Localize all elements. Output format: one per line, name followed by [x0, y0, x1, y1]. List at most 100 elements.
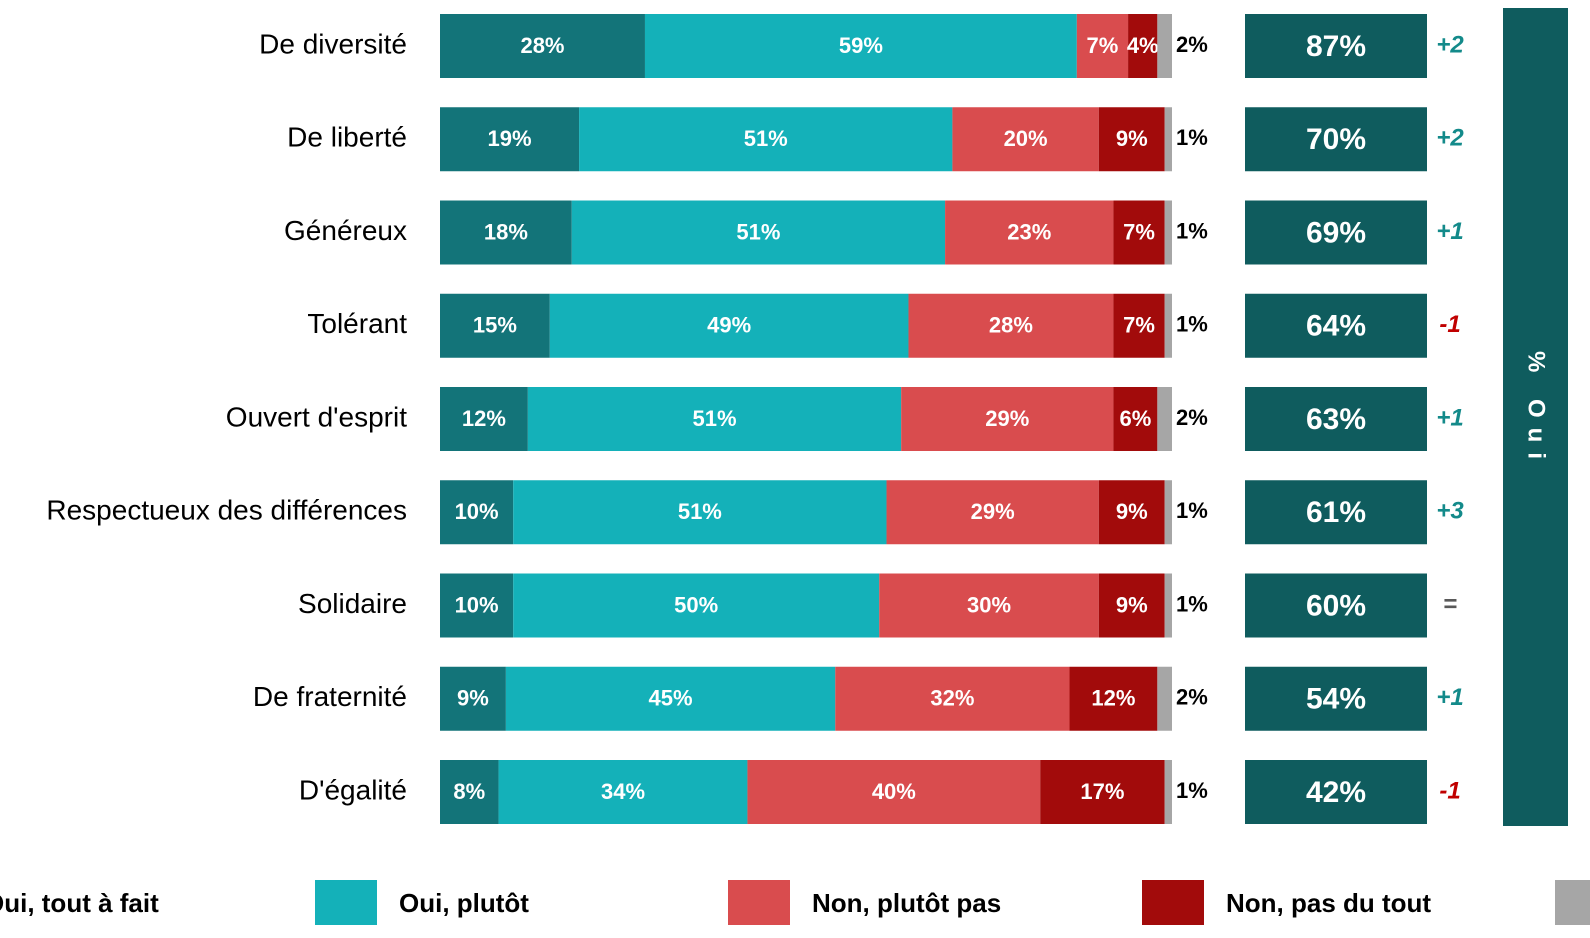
bar-segment: [1113, 200, 1165, 265]
total-label: 69%: [1306, 216, 1366, 249]
value-label: 49%: [707, 313, 751, 338]
side-panel: [1503, 8, 1568, 826]
value-label: 1%: [1176, 125, 1208, 150]
change-label: +3: [1436, 498, 1464, 525]
category-label: Solidaire: [298, 588, 407, 619]
total-box: [1245, 387, 1427, 451]
value-label: 28%: [520, 33, 564, 58]
bar-segment: [1113, 387, 1158, 451]
change-label: +2: [1436, 125, 1464, 152]
bar-segment: [440, 573, 514, 638]
bar-segment: [1157, 666, 1172, 731]
bar-segment: [505, 666, 836, 731]
value-label: 15%: [473, 313, 517, 338]
value-label: 7%: [1123, 313, 1155, 338]
value-label: 40%: [872, 779, 916, 804]
bar-segment: [498, 760, 748, 824]
bar-segment: [879, 573, 1099, 638]
bar-segment: [1069, 666, 1158, 731]
bar-segment: [1098, 107, 1165, 172]
category-label: Ouvert d'esprit: [226, 401, 407, 432]
value-label: 30%: [967, 592, 1011, 617]
value-label: 9%: [457, 686, 489, 711]
bar-segment: [1164, 573, 1172, 638]
value-label: 9%: [1116, 499, 1148, 524]
bar-segment: [440, 14, 645, 78]
bar-segment: [952, 107, 1099, 172]
value-label: 1%: [1176, 778, 1208, 803]
bar-segment: [1164, 200, 1172, 265]
category-label: De liberté: [287, 122, 407, 153]
value-label: 34%: [601, 779, 645, 804]
change-label: +1: [1436, 684, 1463, 711]
value-label: 28%: [989, 313, 1033, 338]
value-label: 1%: [1176, 498, 1208, 523]
bar-segment: [1164, 760, 1172, 824]
value-label: 2%: [1176, 405, 1208, 430]
category-label: D'égalité: [299, 774, 407, 805]
total-box: [1245, 107, 1427, 172]
value-label: 12%: [462, 406, 506, 431]
bar-segment: [1098, 480, 1165, 545]
bar-segment: [440, 293, 550, 358]
legend-label: Non, plutôt pas: [812, 888, 1001, 918]
value-label: 17%: [1080, 779, 1124, 804]
change-label: =: [1443, 591, 1457, 618]
bar-segment: [1164, 107, 1172, 172]
bar-segment: [1076, 14, 1129, 78]
category-label: De fraternité: [253, 681, 407, 712]
category-label: Respectueux des différences: [46, 495, 407, 526]
total-label: 60%: [1306, 589, 1366, 622]
total-box: [1245, 14, 1427, 78]
legend-label: Non, pas du tout: [1226, 888, 1431, 918]
value-label: 51%: [744, 126, 788, 151]
legend-label: Oui, plutôt: [399, 888, 529, 918]
bar-segment: [1157, 387, 1172, 451]
bar-segment: [1164, 293, 1172, 358]
bar-segment: [747, 760, 1041, 824]
change-label: -1: [1439, 311, 1460, 338]
bar-segment: [1157, 14, 1172, 78]
value-label: 29%: [985, 406, 1029, 431]
total-label: 61%: [1306, 496, 1366, 529]
value-label: 4%: [1127, 33, 1159, 58]
value-label: 29%: [971, 499, 1015, 524]
bar-segment: [513, 573, 880, 638]
category-label: De diversité: [259, 28, 407, 59]
value-label: 2%: [1176, 32, 1208, 57]
total-box: [1245, 760, 1427, 824]
value-label: 19%: [488, 126, 532, 151]
total-label: 42%: [1306, 776, 1366, 809]
change-label: +2: [1436, 31, 1464, 58]
side-panel-title: % Oui: [1523, 351, 1550, 469]
change-label: +1: [1436, 218, 1463, 245]
total-label: 63%: [1306, 403, 1366, 436]
bar-segment: [1113, 293, 1165, 358]
value-label: 59%: [839, 33, 883, 58]
bar-segment: [908, 293, 1114, 358]
value-label: 1%: [1176, 312, 1208, 337]
bar-segment: [644, 14, 1077, 78]
legend-label: Oui, tout à fait: [0, 888, 159, 918]
value-label: 9%: [1116, 126, 1148, 151]
value-label: 6%: [1120, 406, 1152, 431]
bar-segment: [513, 480, 887, 545]
total-label: 70%: [1306, 123, 1366, 156]
bar-segment: [527, 387, 902, 451]
value-label: 7%: [1123, 219, 1155, 244]
legend-swatch: [728, 880, 790, 925]
legend-swatch: [1142, 880, 1204, 925]
total-box: [1245, 293, 1427, 358]
bar-segment: [440, 480, 514, 545]
bar-segment: [440, 387, 528, 451]
value-label: 9%: [1116, 592, 1148, 617]
value-label: 51%: [678, 499, 722, 524]
bar-segment: [579, 107, 953, 172]
total-box: [1245, 480, 1427, 545]
legend-swatch: [1555, 880, 1590, 925]
total-label: 87%: [1306, 30, 1366, 63]
value-label: 8%: [453, 779, 485, 804]
total-box: [1245, 200, 1427, 265]
value-label: 1%: [1176, 591, 1208, 616]
